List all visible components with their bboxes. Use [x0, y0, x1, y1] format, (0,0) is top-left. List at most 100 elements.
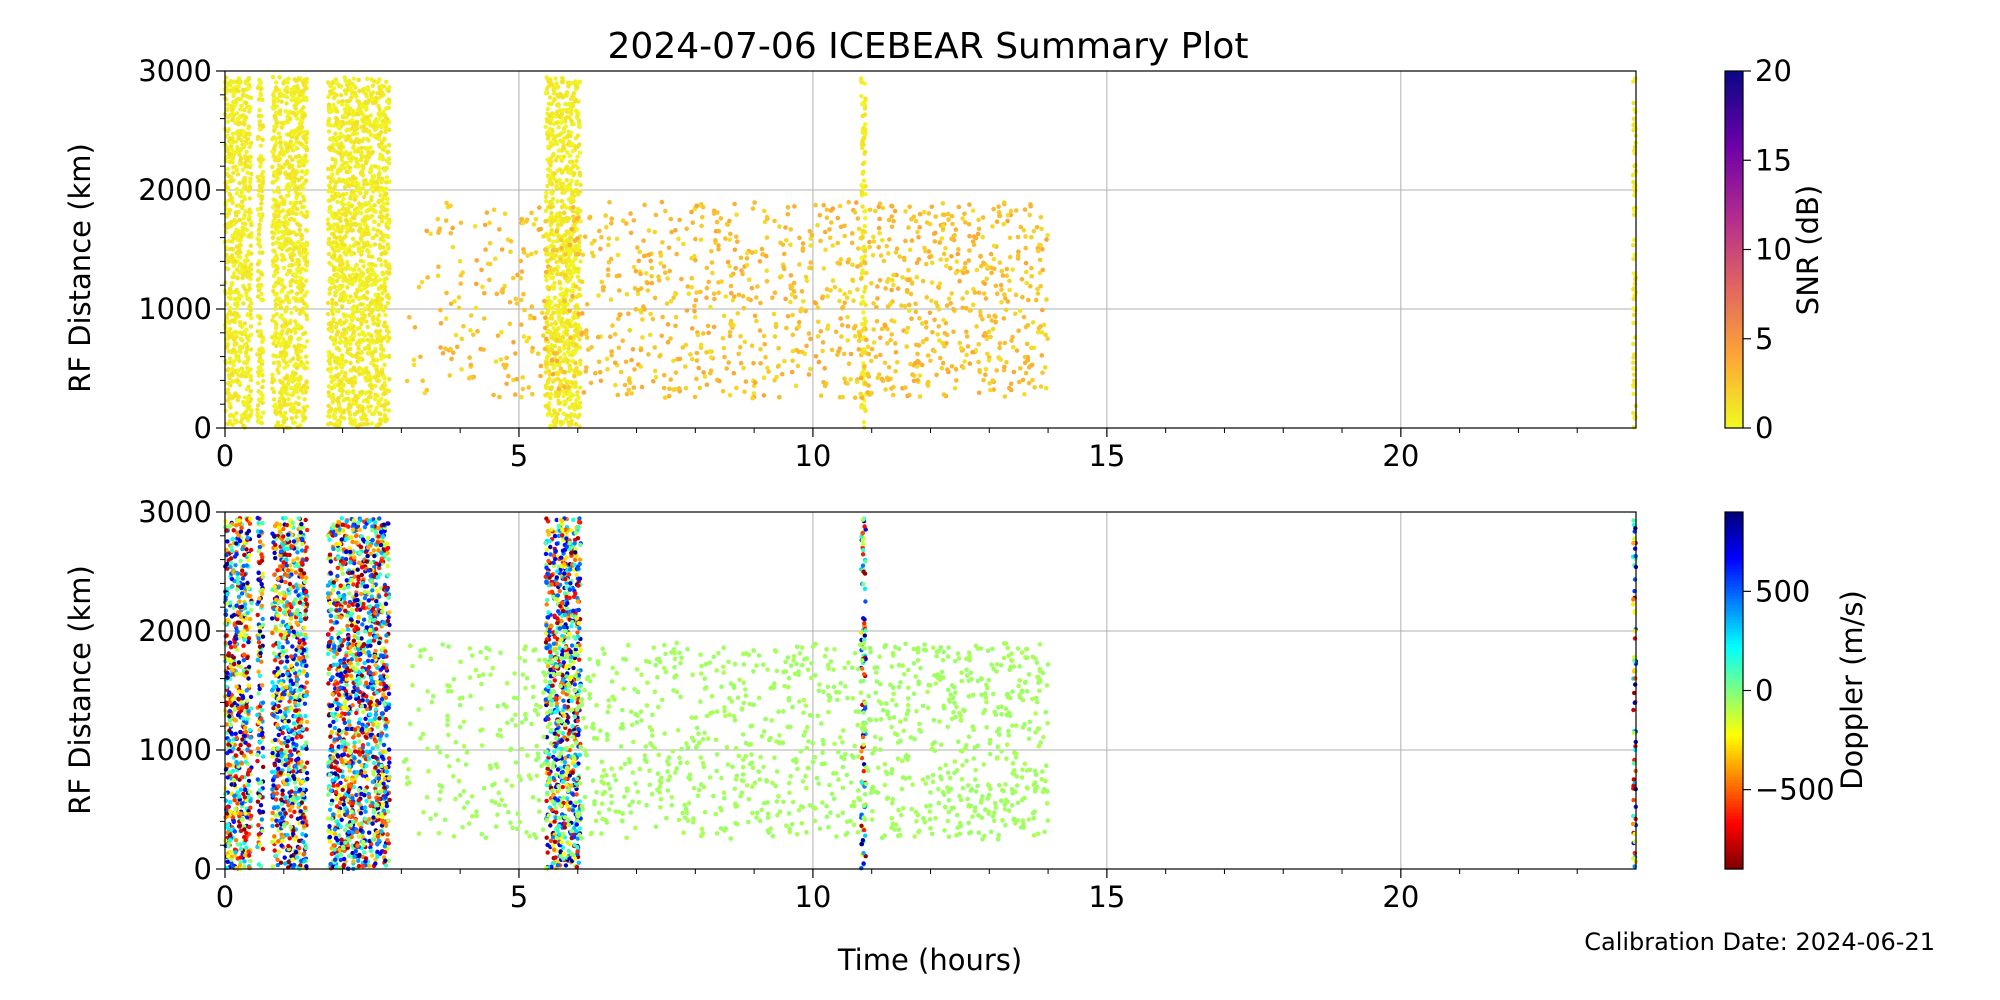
- data-point: [347, 412, 353, 417]
- data-point: [660, 314, 665, 320]
- data-point: [241, 121, 247, 126]
- data-point: [363, 104, 369, 110]
- data-point: [443, 316, 449, 321]
- data-point: [257, 119, 262, 124]
- data-point: [567, 153, 573, 158]
- data-point: [258, 390, 263, 396]
- data-point: [552, 343, 557, 349]
- data-point: [546, 101, 551, 107]
- data-point: [229, 255, 234, 260]
- data-point: [230, 112, 235, 118]
- data-point: [327, 260, 332, 266]
- data-point: [558, 366, 564, 372]
- data-point: [337, 256, 342, 262]
- data-point: [360, 389, 365, 394]
- data-point: [372, 272, 377, 277]
- data-point: [411, 357, 417, 363]
- data-point: [337, 263, 343, 268]
- data-point: [231, 360, 236, 365]
- data-point: [839, 322, 845, 328]
- data-point: [1042, 365, 1048, 370]
- data-point: [237, 232, 243, 238]
- data-point: [863, 208, 868, 213]
- data-point: [248, 267, 254, 272]
- data-point: [356, 146, 361, 151]
- data-point: [255, 207, 260, 212]
- data-point: [291, 205, 296, 210]
- data-point: [772, 378, 777, 383]
- data-point: [1028, 284, 1033, 289]
- data-point: [468, 328, 473, 333]
- data-point: [637, 249, 642, 255]
- data-point: [758, 347, 763, 352]
- data-point: [891, 282, 896, 288]
- data-point: [1631, 360, 1636, 365]
- data-point: [617, 312, 622, 318]
- data-point: [339, 102, 345, 107]
- data-point: [354, 402, 359, 407]
- data-point: [257, 122, 262, 128]
- data-point: [667, 268, 672, 274]
- data-point: [336, 124, 341, 130]
- data-point: [226, 334, 231, 339]
- data-point: [612, 332, 618, 337]
- data-point: [376, 313, 382, 318]
- data-point: [808, 260, 813, 265]
- data-point: [548, 144, 553, 149]
- data-point: [384, 294, 389, 299]
- data-point: [546, 79, 551, 84]
- data-point: [903, 385, 908, 390]
- data-point: [652, 229, 658, 235]
- data-point: [808, 243, 813, 248]
- data-point: [291, 410, 297, 415]
- data-point: [1014, 348, 1020, 353]
- data-point: [861, 125, 866, 131]
- data-point: [331, 95, 337, 101]
- data-point: [865, 371, 871, 377]
- data-point: [376, 166, 382, 171]
- data-point: [304, 158, 309, 164]
- data-point: [369, 340, 374, 345]
- figure-title: 2024-07-06 ICEBEAR Summary Plot: [608, 26, 1249, 67]
- data-point: [567, 341, 573, 346]
- data-point: [369, 383, 374, 388]
- data-point: [933, 300, 939, 305]
- data-point: [258, 127, 263, 132]
- data-point: [544, 199, 549, 204]
- data-point: [359, 422, 364, 427]
- data-point: [721, 313, 727, 319]
- data-point: [544, 277, 549, 283]
- data-point: [544, 190, 549, 195]
- data-point: [293, 319, 298, 324]
- data-point: [548, 159, 554, 164]
- data-point: [295, 389, 300, 394]
- data-point: [260, 250, 265, 255]
- data-point: [376, 222, 381, 228]
- data-point: [993, 283, 999, 289]
- data-point: [366, 146, 371, 151]
- data-point: [339, 355, 345, 361]
- data-point: [897, 254, 902, 259]
- data-point: [386, 88, 391, 94]
- data-point: [638, 271, 643, 277]
- data-point: [1631, 179, 1636, 185]
- data-point: [376, 185, 381, 190]
- data-point: [875, 375, 880, 381]
- data-point: [335, 191, 341, 196]
- data-point: [550, 306, 555, 311]
- data-point: [695, 332, 701, 338]
- data-point: [626, 387, 631, 393]
- data-point: [260, 395, 265, 401]
- data-point: [272, 256, 277, 261]
- data-point: [243, 160, 248, 166]
- data-point: [1029, 265, 1034, 271]
- data-point: [556, 386, 562, 392]
- data-point: [381, 374, 386, 379]
- data-point: [342, 246, 348, 251]
- data-point: [344, 99, 350, 104]
- data-point: [752, 200, 757, 205]
- data-point: [364, 76, 370, 82]
- data-point: [776, 345, 781, 351]
- data-point: [239, 372, 244, 378]
- data-point: [330, 385, 335, 391]
